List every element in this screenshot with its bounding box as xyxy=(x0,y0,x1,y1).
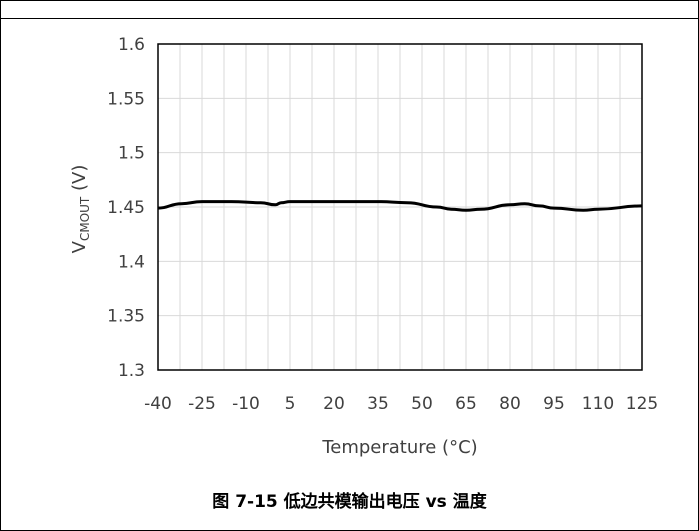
x-tick-labels: -40 -25 -10 5 20 35 50 65 80 95 110 125 xyxy=(144,394,658,414)
x-tick-label: -40 xyxy=(144,394,172,414)
series-layer xyxy=(157,200,643,212)
y-tick-labels: 1.3 1.35 1.4 1.45 1.5 1.55 1.6 xyxy=(107,35,145,381)
x-tick-label: 125 xyxy=(626,394,658,414)
y-axis-title-base: V xyxy=(69,240,90,253)
line-chart: 1.3 1.35 1.4 1.45 1.5 1.55 1.6 -40 -25 -10 5 20 35 5… xyxy=(69,35,658,458)
figure-caption: 图 7-15 低边共模输出电压 vs 温度 xyxy=(212,492,487,512)
y-tick-label: 1.3 xyxy=(118,361,145,381)
y-tick-label: 1.55 xyxy=(107,89,145,109)
y-tick-label: 1.6 xyxy=(118,35,145,55)
x-tick-label: 80 xyxy=(499,394,521,414)
y-tick-label: 1.5 xyxy=(118,144,145,164)
y-axis-title: VCMOUT (V) xyxy=(69,165,92,254)
series-line xyxy=(157,200,643,212)
x-tick-label: -25 xyxy=(188,394,216,414)
y-axis-title-subscript: CMOUT xyxy=(78,196,92,241)
x-tick-label: 65 xyxy=(455,394,477,414)
x-tick-label: 20 xyxy=(323,394,345,414)
x-tick-label: 35 xyxy=(367,394,389,414)
top-rule xyxy=(1,18,698,19)
y-tick-label: 1.45 xyxy=(107,198,145,218)
y-tick-label: 1.35 xyxy=(107,307,145,327)
x-tick-label: 95 xyxy=(543,394,565,414)
x-tick-label: 110 xyxy=(582,394,614,414)
x-axis-title: Temperature (°C) xyxy=(321,437,477,458)
y-axis-title-unit: (V) xyxy=(69,165,90,197)
plot-border xyxy=(157,43,643,371)
x-tick-label: 5 xyxy=(285,394,296,414)
x-tick-label: 50 xyxy=(411,394,433,414)
x-tick-label: -10 xyxy=(232,394,260,414)
y-tick-label: 1.4 xyxy=(118,252,145,272)
